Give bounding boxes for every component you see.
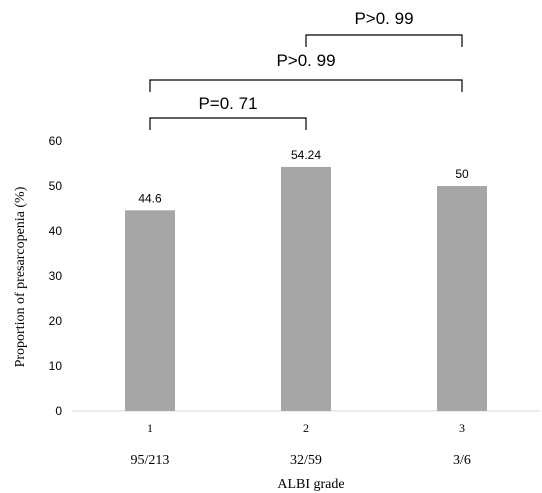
bar [437,186,487,411]
significance-brackets: P=0. 71 P>0. 99 P>0. 99 [149,9,463,130]
bar [281,166,331,411]
significance-bracket [305,34,463,47]
y-axis-title: Proportion of presarcopenia (%) [13,186,28,367]
p-value-label: P=0. 71 [198,94,257,113]
significance-bracket [149,117,307,130]
category-count: 95/213 [131,453,170,468]
x-tick-label: 2 [303,421,309,435]
x-tick-labels: 1 2 3 [147,421,465,435]
category-counts: 95/213 32/59 3/6 [131,453,471,468]
bar [125,210,175,411]
significance-bracket [149,79,463,92]
p-value-label: P>0. 99 [354,9,413,28]
data-labels: 44.6 54.24 50 [138,148,469,205]
y-tick-label: 20 [49,314,63,328]
data-label: 44.6 [138,191,162,205]
bars [125,166,487,411]
category-count: 32/59 [290,453,322,468]
y-tick-label: 10 [49,359,63,373]
y-tick-label: 50 [49,179,63,193]
y-tick-label: 40 [49,224,63,238]
p-value-label: P>0. 99 [276,51,335,70]
data-label: 50 [455,167,469,181]
y-tick-labels: 0 10 20 30 40 50 60 [49,134,63,418]
x-axis-title: ALBI grade [277,477,344,492]
y-tick-label: 30 [49,269,63,283]
category-count: 3/6 [453,453,471,468]
y-tick-label: 60 [49,134,63,148]
x-tick-label: 3 [459,421,465,435]
y-tick-label: 0 [55,404,62,418]
data-label: 54.24 [291,148,321,162]
x-tick-label: 1 [147,421,153,435]
